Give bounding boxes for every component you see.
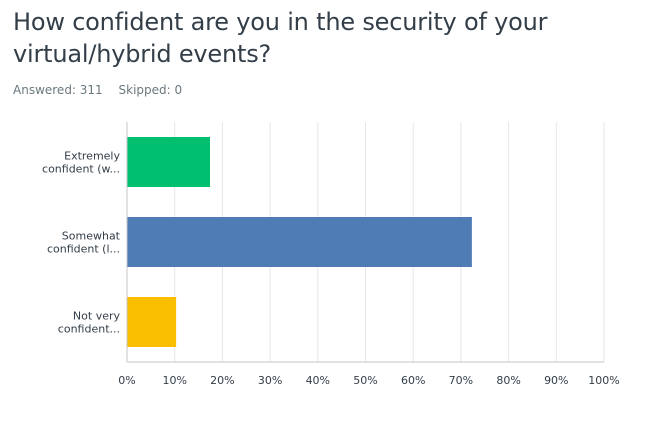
x-tick-label: 80% — [496, 374, 520, 387]
x-tick-label: 0% — [118, 374, 135, 387]
x-tick-label: 40% — [306, 374, 330, 387]
category-label: Somewhat — [62, 230, 121, 243]
x-tick-label: 20% — [210, 374, 234, 387]
x-tick-label: 10% — [162, 374, 186, 387]
bars — [127, 137, 472, 347]
response-stats: Answered: 311 Skipped: 0 — [13, 83, 194, 97]
axis — [126, 122, 604, 363]
question-title: How confident are you in the security of… — [13, 8, 548, 68]
answered-count: Answered: 311 — [13, 83, 103, 97]
category-label: Extremely — [64, 150, 120, 163]
category-label: confident (l... — [47, 243, 120, 256]
skipped-count: Skipped: 0 — [118, 83, 183, 97]
bar[interactable] — [127, 137, 210, 187]
x-tick-label: 50% — [353, 374, 377, 387]
category-label: confident... — [58, 323, 120, 336]
x-tick-label: 100% — [588, 374, 619, 387]
tick-labels: 0% 10% 20% 30% 40% 50% 60% 70% 80% 90% 100% — [118, 374, 619, 387]
x-tick-label: 30% — [258, 374, 282, 387]
x-tick-label: 60% — [401, 374, 425, 387]
category-label: confident (w... — [42, 163, 120, 176]
category-label: Not very — [73, 310, 121, 323]
x-tick-label: 90% — [544, 374, 568, 387]
x-tick-label: 70% — [449, 374, 473, 387]
bar[interactable] — [127, 297, 177, 347]
bar[interactable] — [127, 217, 472, 267]
